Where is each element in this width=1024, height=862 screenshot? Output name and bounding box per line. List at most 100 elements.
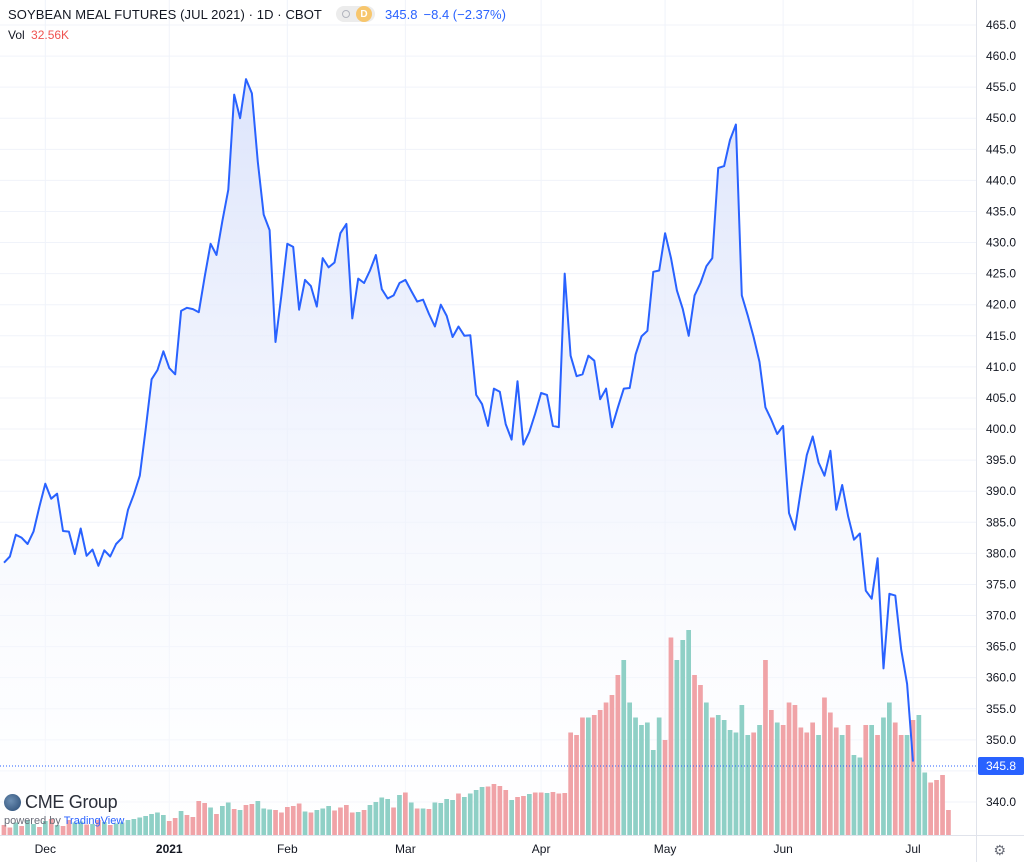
y-tick-label: 355.0: [986, 702, 1016, 716]
volume-bar: [208, 807, 213, 835]
y-tick-label: 340.0: [986, 795, 1016, 809]
volume-bar: [833, 727, 839, 835]
volume-bar: [84, 824, 89, 835]
volume-bar: [432, 802, 438, 835]
volume-bar: [320, 808, 326, 835]
y-tick-label: 410.0: [986, 360, 1016, 374]
volume-bar: [934, 780, 939, 835]
eye-icon[interactable]: [341, 10, 350, 18]
volume-bar: [202, 803, 207, 835]
volume-bar: [727, 730, 733, 835]
volume-bar: [757, 725, 762, 835]
visibility-pill[interactable]: D: [335, 6, 375, 22]
volume-bar: [609, 695, 615, 835]
volume-bar: [603, 702, 609, 835]
volume-bar: [462, 797, 467, 835]
volume-value: 32.56K: [31, 28, 70, 42]
volume-bar: [349, 812, 355, 835]
volume-bar: [591, 715, 597, 835]
last-price: 345.8: [384, 6, 418, 22]
volume-bar: [650, 750, 656, 835]
volume-bar: [190, 817, 196, 835]
volume-bar: [367, 805, 373, 835]
volume-bar: [361, 810, 367, 835]
x-tick-label: Feb: [277, 842, 298, 856]
tradingview-link[interactable]: TradingView: [63, 815, 125, 827]
volume-bar: [881, 717, 886, 835]
volume-bar: [916, 715, 922, 835]
globe-icon: [4, 794, 21, 811]
volume-bar: [615, 675, 621, 835]
last-price-tag-label: 345.8: [986, 759, 1016, 773]
volume-bar: [290, 806, 296, 835]
volume-bar: [580, 717, 585, 835]
volume-bar: [166, 821, 172, 835]
volume-bar: [556, 793, 562, 835]
volume-bar: [196, 801, 202, 835]
delayed-badge[interactable]: D: [355, 6, 372, 22]
volume-bar: [184, 815, 190, 835]
price-line: [3, 78, 914, 762]
volume-bar: [373, 802, 379, 835]
volume-bar: [521, 796, 526, 835]
volume-bar: [633, 717, 638, 835]
y-tick-label: 390.0: [986, 484, 1016, 498]
volume-bar: [13, 822, 19, 835]
volume-bar: [125, 820, 131, 835]
volume-bar: [745, 735, 751, 835]
volume-bar: [214, 814, 219, 835]
volume-bar: [686, 630, 691, 835]
volume-bar: [692, 675, 697, 835]
volume-bar: [326, 806, 331, 835]
volume-bar: [296, 803, 302, 835]
volume-bar: [822, 697, 827, 835]
x-tick-label: Jul: [905, 842, 920, 856]
volume-bar: [645, 722, 650, 835]
volume-bar: [503, 790, 509, 835]
volume-bar: [485, 786, 491, 835]
volume-bar: [255, 801, 261, 835]
volume-bar: [497, 786, 503, 835]
volume-bar: [267, 809, 272, 835]
y-tick-label: 440.0: [986, 173, 1016, 187]
volume-bar: [355, 812, 361, 835]
volume-bar: [279, 812, 284, 835]
volume-bar: [450, 800, 455, 835]
volume-bar: [149, 814, 154, 835]
volume-bar: [1, 825, 7, 835]
volume-bar: [7, 827, 13, 835]
volume-bar: [922, 772, 928, 835]
volume-bar: [391, 807, 396, 835]
volume-bar: [704, 702, 709, 835]
price-area: [0, 79, 913, 836]
volume-bar: [751, 732, 756, 835]
y-tick-label: 460.0: [986, 49, 1016, 63]
volume-bar: [225, 802, 231, 835]
y-tick-label: 375.0: [986, 577, 1016, 591]
y-tick-label: 420.0: [986, 298, 1016, 312]
x-tick-label: Apr: [532, 842, 551, 856]
cme-logo: CME Group: [4, 792, 124, 813]
volume-bar: [332, 810, 337, 835]
volume-bar: [674, 660, 680, 835]
volume-bar: [261, 808, 267, 835]
volume-bar: [627, 702, 632, 835]
volume-bar: [904, 735, 910, 835]
volume-bar: [102, 822, 107, 835]
volume-bar: [314, 810, 320, 835]
gear-icon[interactable]: ⚙: [993, 842, 1006, 858]
volume-bar: [816, 735, 821, 835]
volume-bar: [444, 799, 449, 835]
volume-bar: [698, 685, 703, 835]
volume-bar: [586, 717, 591, 835]
volume-bar: [426, 809, 432, 835]
symbol-title[interactable]: SOYBEAN MEAL FUTURES (JUL 2021) · 1D · C…: [8, 6, 322, 22]
volume-bar: [31, 824, 36, 835]
y-tick-label: 465.0: [986, 18, 1016, 32]
volume-bar: [456, 793, 461, 835]
volume-bar: [379, 797, 385, 835]
volume-bar: [763, 660, 768, 835]
volume-bar: [828, 712, 833, 835]
volume-bar: [532, 792, 538, 835]
volume-bar: [739, 705, 745, 835]
